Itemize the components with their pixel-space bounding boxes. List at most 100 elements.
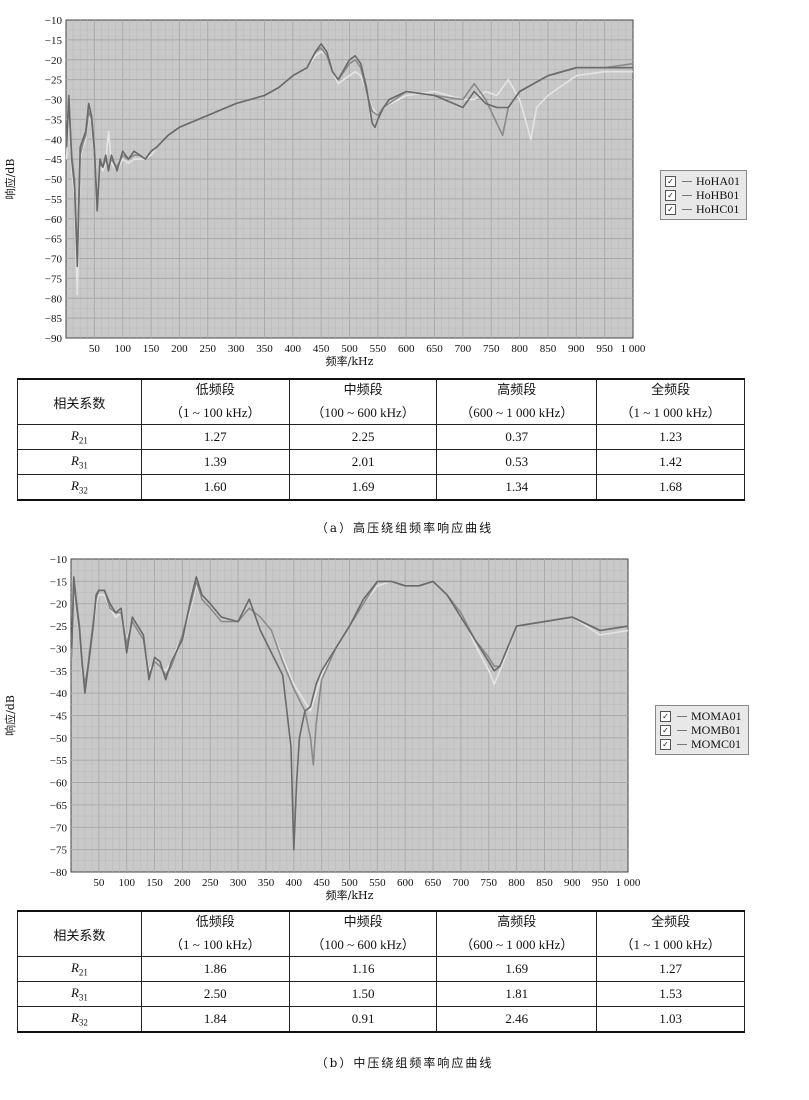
legend-item[interactable]: ✓ HoHB01 xyxy=(665,188,740,202)
y-tick-label: −20 xyxy=(45,55,63,67)
line-swatch-icon xyxy=(677,729,687,731)
y-tick-label: −10 xyxy=(50,554,68,566)
table-row: R31 2.50 1.50 1.81 1.53 xyxy=(17,981,745,1007)
row-label: R31 xyxy=(17,981,142,1007)
legend-item[interactable]: ✓ MOMB01 xyxy=(660,723,742,737)
x-axis-label: 频率/kHz xyxy=(326,354,374,368)
table-cell: 1.53 xyxy=(596,981,745,1007)
row-label: R21 xyxy=(17,956,142,982)
y-tick-label: −25 xyxy=(45,75,63,87)
x-tick-label: 400 xyxy=(286,877,303,889)
table-row: R21 1.86 1.16 1.69 1.27 xyxy=(17,956,745,982)
chart-b: −10 −15 −20 −25 −30 −35 −40 −45 −50 −55 −60 −65 −70 −… xyxy=(3,554,641,902)
legend-item[interactable]: ✓ MOMA01 xyxy=(660,709,742,723)
y-tick-label: −30 xyxy=(50,643,68,655)
table-header-label: 相关系数 xyxy=(17,910,142,957)
table-cell: 1.16 xyxy=(288,956,438,982)
legend-item[interactable]: ✓ HoHA01 xyxy=(665,174,740,188)
x-tick-label: 100 xyxy=(118,877,135,889)
table-cell: 1.34 xyxy=(436,474,598,501)
legend-item[interactable]: ✓ HoHC01 xyxy=(665,202,740,216)
x-tick-label: 800 xyxy=(511,343,528,355)
y-tick-label: −20 xyxy=(50,599,68,611)
x-tick-label: 450 xyxy=(313,343,330,355)
checkbox-icon[interactable]: ✓ xyxy=(660,710,671,722)
legend-label: MOMB01 xyxy=(691,722,742,737)
table-cell: 1.68 xyxy=(596,474,745,501)
legend-b: ✓ MOMA01 ✓ MOMB01 ✓ MOMC01 xyxy=(655,705,749,755)
table-cell: 2.01 xyxy=(288,449,438,475)
y-tick-label: −80 xyxy=(45,293,63,305)
x-tick-label: 50 xyxy=(93,877,105,889)
table-cell: 1.84 xyxy=(140,1006,290,1033)
table-cell: 0.53 xyxy=(436,449,598,475)
x-tick-label: 750 xyxy=(481,877,498,889)
y-tick-label: −35 xyxy=(45,114,63,126)
checkbox-icon[interactable]: ✓ xyxy=(660,724,671,736)
band-header: 低频段 （1 ~ 100 kHz） xyxy=(140,378,290,425)
y-tick-label: −25 xyxy=(50,621,68,633)
band-header: 全频段 （1 ~ 1 000 kHz） xyxy=(596,378,745,425)
y-tick-label: −85 xyxy=(45,313,63,325)
table-cell: 0.37 xyxy=(436,424,598,450)
y-tick-label: −45 xyxy=(50,711,68,723)
x-tick-label: 500 xyxy=(341,877,358,889)
x-tick-label: 900 xyxy=(568,343,585,355)
x-tick-label: 550 xyxy=(369,877,386,889)
x-tick-label: 300 xyxy=(230,877,247,889)
y-axis-label: 响应/dB xyxy=(3,159,17,200)
x-axis-label: 频率/kHz xyxy=(326,888,374,902)
table-cell: 0.91 xyxy=(288,1006,438,1033)
x-tick-label: 300 xyxy=(228,343,245,355)
chart-a: −10 −15 −20 −25 −30 −35 −40 −45 −50 −55 −60 −65 −70 −… xyxy=(3,15,646,368)
y-tick-label: −65 xyxy=(50,800,68,812)
band-header: 中频段 （100 ~ 600 kHz） xyxy=(288,910,438,957)
y-tick-label: −80 xyxy=(50,867,68,879)
series-line-MOMA01 xyxy=(70,576,629,851)
checkbox-icon[interactable]: ✓ xyxy=(665,189,676,201)
table-cell: 1.23 xyxy=(596,424,745,450)
x-tick-label: 650 xyxy=(425,877,442,889)
line-swatch-icon xyxy=(682,180,692,182)
x-tick-label: 750 xyxy=(483,343,500,355)
row-label: R31 xyxy=(17,449,142,475)
y-tick-label: −50 xyxy=(50,733,68,745)
line-swatch-icon xyxy=(677,715,687,717)
table-cell: 1.39 xyxy=(140,449,290,475)
y-tick-label: −45 xyxy=(45,154,63,166)
x-tick-label: 850 xyxy=(536,877,553,889)
x-tick-label: 350 xyxy=(256,343,273,355)
table-cell: 1.50 xyxy=(288,981,438,1007)
x-tick-label: 100 xyxy=(114,343,131,355)
x-tick-label: 500 xyxy=(341,343,358,355)
y-tick-label: −70 xyxy=(50,822,68,834)
y-tick-label: −65 xyxy=(45,234,63,246)
x-tick-label: 600 xyxy=(397,877,414,889)
y-tick-label: −50 xyxy=(45,174,63,186)
legend-item[interactable]: ✓ MOMC01 xyxy=(660,737,742,751)
panel-a: −10 −15 −20 −25 −30 −35 −40 −45 −50 −55 −60 −65 −70 −… xyxy=(0,0,809,540)
table-row: R32 1.60 1.69 1.34 1.68 xyxy=(17,474,745,501)
y-tick-label: −10 xyxy=(45,15,63,27)
table-cell: 1.03 xyxy=(596,1006,745,1033)
x-tick-label: 700 xyxy=(455,343,472,355)
legend-label: MOMA01 xyxy=(691,708,742,723)
x-tick-label: 700 xyxy=(453,877,470,889)
y-tick-label: −60 xyxy=(45,214,63,226)
x-tick-label: 900 xyxy=(564,877,581,889)
table-cell: 1.27 xyxy=(140,424,290,450)
table-cell: 2.25 xyxy=(288,424,438,450)
correlation-table-b: 相关系数 低频段 （1 ~ 100 kHz） 中频段 （100 ~ 600 kHz）… xyxy=(17,910,745,1033)
y-tick-label: −75 xyxy=(45,273,63,285)
checkbox-icon[interactable]: ✓ xyxy=(665,203,676,215)
y-axis-label: 响应/dB xyxy=(3,695,17,736)
x-tick-label: 550 xyxy=(370,343,387,355)
x-tick-label: 1 000 xyxy=(621,343,646,355)
line-swatch-icon xyxy=(682,194,692,196)
x-tick-label: 800 xyxy=(508,877,525,889)
panel-b: −10 −15 −20 −25 −30 −35 −40 −45 −50 −55 −60 −65 −70 −… xyxy=(0,548,809,1100)
checkbox-icon[interactable]: ✓ xyxy=(660,738,671,750)
checkbox-icon[interactable]: ✓ xyxy=(665,175,676,187)
table-row: R31 1.39 2.01 0.53 1.42 xyxy=(17,449,745,475)
y-tick-label: −35 xyxy=(50,666,68,678)
